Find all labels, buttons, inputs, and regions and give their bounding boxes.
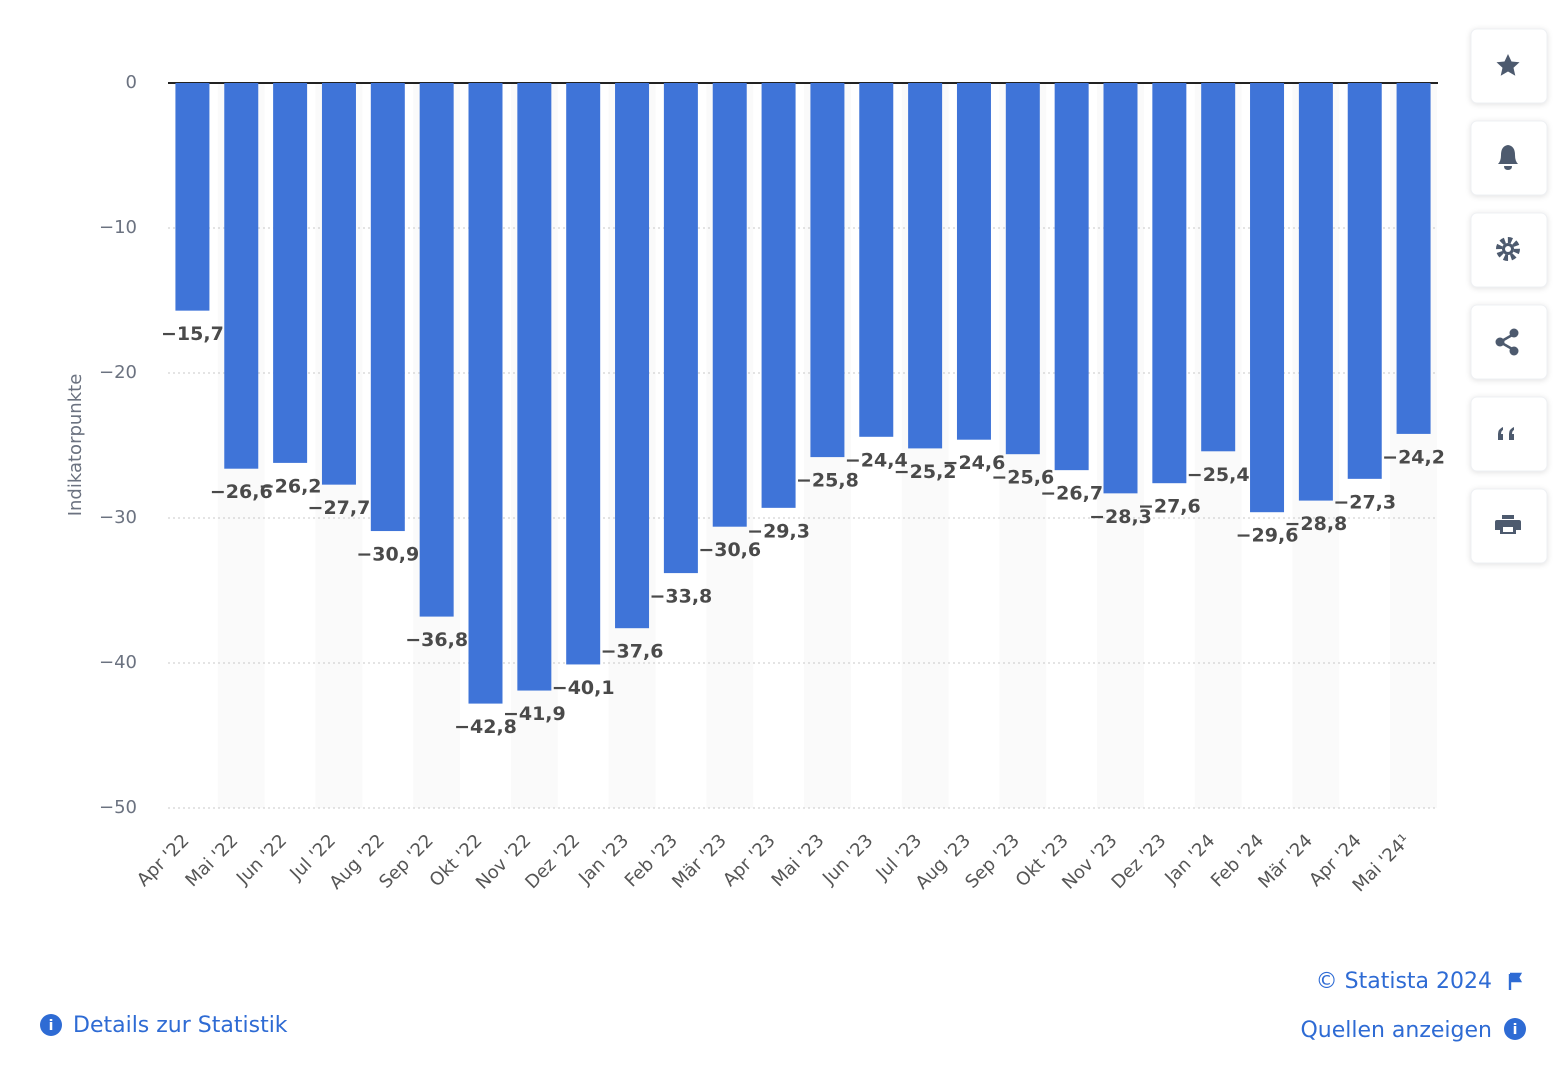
value-label: −25,4 — [1187, 464, 1250, 486]
value-label: −41,9 — [503, 703, 566, 725]
value-label: −36,8 — [405, 629, 468, 651]
x-tick-label: Mai '22 — [181, 830, 242, 891]
gear-hole — [1505, 246, 1511, 252]
bell-icon — [1498, 145, 1518, 170]
x-tick-label: Aug '23 — [912, 830, 975, 893]
info-glyph: i — [49, 1018, 54, 1034]
value-label: −24,4 — [845, 449, 908, 471]
value-label: −27,6 — [1138, 496, 1201, 518]
value-label: −25,8 — [796, 470, 859, 492]
bar — [1347, 83, 1382, 479]
value-label: −29,3 — [747, 520, 810, 542]
x-tick-label: Dez '22 — [521, 830, 584, 893]
star-icon — [1496, 54, 1520, 76]
value-label: −26,7 — [1040, 483, 1103, 505]
bar — [566, 83, 601, 665]
x-tick-label: Mai '23 — [768, 830, 829, 891]
value-label: −26,2 — [259, 475, 322, 497]
value-label: −33,8 — [649, 586, 712, 608]
sources-link[interactable]: Quellen anzeigen — [1300, 1018, 1492, 1043]
bar — [810, 83, 845, 458]
y-axis-label: Indikatorpunkte — [65, 374, 86, 517]
bar — [517, 83, 552, 691]
copyright: © Statista 2024 — [1316, 969, 1492, 994]
x-tick-label: Apr '22 — [133, 830, 194, 891]
x-tick-label: Apr '23 — [719, 830, 780, 891]
flag-icon[interactable] — [1508, 972, 1523, 990]
bar — [1298, 83, 1333, 501]
value-label: −25,6 — [991, 467, 1054, 489]
bar — [468, 83, 503, 704]
value-label: −28,8 — [1284, 513, 1347, 535]
y-tick-label: −30 — [99, 507, 137, 528]
bar — [1005, 83, 1040, 455]
x-tick-label: Jun '22 — [232, 830, 291, 889]
value-label: −27,7 — [308, 497, 371, 519]
bar — [273, 83, 308, 463]
value-label: −30,9 — [356, 544, 419, 566]
bar — [1396, 83, 1431, 434]
y-tick-label: −10 — [99, 217, 137, 238]
bar — [663, 83, 698, 574]
y-tick-label: 0 — [126, 72, 137, 93]
value-label: −42,8 — [454, 716, 517, 738]
value-label: −15,7 — [161, 323, 224, 345]
x-tick-label: Sep '23 — [961, 830, 1024, 893]
value-label: −30,6 — [698, 539, 761, 561]
bar — [1250, 83, 1285, 513]
value-label: −27,3 — [1333, 491, 1396, 513]
info-icon — [1504, 1018, 1526, 1040]
info-icon — [40, 1014, 62, 1036]
y-tick-label: −50 — [99, 797, 137, 818]
quote-icon — [1498, 427, 1514, 440]
value-label: −26,6 — [210, 481, 273, 503]
gear-icon — [1496, 237, 1520, 261]
bar — [908, 83, 943, 449]
value-label: −24,2 — [1382, 446, 1445, 468]
bar — [712, 83, 747, 527]
bar — [1152, 83, 1187, 484]
bar — [615, 83, 650, 629]
printer-paper — [1503, 527, 1513, 532]
value-label: −24,6 — [943, 452, 1006, 474]
y-tick-label: −20 — [99, 362, 137, 383]
bar — [419, 83, 454, 617]
bar — [1201, 83, 1236, 452]
bar — [321, 83, 356, 485]
bar — [761, 83, 796, 508]
x-tick-label: Mär '23 — [668, 830, 731, 893]
value-label: −29,6 — [1236, 525, 1299, 547]
toolbar — [1470, 28, 1548, 564]
x-tick-label: Dez '23 — [1108, 830, 1171, 893]
x-tick-label: Aug '22 — [325, 830, 388, 893]
bar — [956, 83, 991, 440]
share-button[interactable] — [1470, 304, 1548, 380]
bar — [370, 83, 405, 532]
value-label: −37,6 — [601, 641, 664, 663]
value-label: −40,1 — [552, 677, 615, 699]
value-label: −25,2 — [894, 461, 957, 483]
x-tick-label: Sep '22 — [375, 830, 438, 893]
bar — [859, 83, 894, 437]
info-glyph: i — [1513, 1022, 1518, 1038]
details-link[interactable]: Details zur Statistik — [73, 1013, 288, 1038]
bar — [1054, 83, 1089, 471]
share-icon — [1495, 328, 1519, 356]
printer-icon — [1495, 515, 1521, 534]
y-tick-label: −40 — [99, 652, 137, 673]
value-label: −28,3 — [1089, 506, 1152, 528]
bar — [1103, 83, 1138, 494]
bar — [224, 83, 259, 469]
x-tick-label: Jun '23 — [818, 830, 877, 889]
x-tick-label: Mär '24 — [1254, 830, 1317, 893]
bar — [175, 83, 210, 311]
